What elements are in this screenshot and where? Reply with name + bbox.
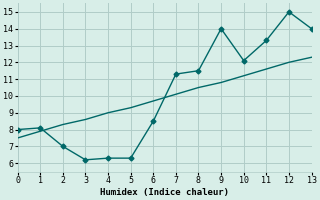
X-axis label: Humidex (Indice chaleur): Humidex (Indice chaleur) (100, 188, 229, 197)
